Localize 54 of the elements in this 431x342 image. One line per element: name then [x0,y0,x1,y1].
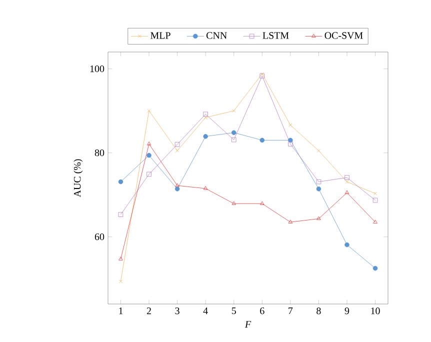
point [260,72,264,76]
x-tick-label: 5 [232,308,236,314]
x-tick-label: 6 [260,308,264,314]
point [288,220,293,224]
x-axis-title: F [244,321,252,328]
point [344,175,350,180]
x-tick-label: 7 [288,308,293,314]
x-tick-label: 9 [344,308,350,314]
x-tick-label: 8 [316,308,321,314]
point [146,142,152,146]
point [316,179,322,184]
x-tick-label: 3 [175,308,180,314]
point [288,142,293,146]
point [260,138,265,143]
x-tick-label: 10 [371,308,380,314]
point [146,152,152,158]
point [174,142,180,147]
point [231,137,236,142]
legend-label: LSTM [262,32,289,39]
point [176,148,180,152]
point [344,242,350,248]
point [260,74,265,78]
point [372,266,378,271]
point [232,109,236,113]
point [372,198,378,203]
legend-label: MLP [150,32,170,39]
point [232,201,236,205]
legend-label: OC-SVM [324,32,363,39]
point [147,109,151,113]
point [203,186,208,190]
point [118,179,124,184]
point [316,186,322,192]
point [231,130,236,136]
point [344,190,350,194]
point [316,216,321,220]
y-axis-title: AUC (%) [74,159,83,198]
point [203,134,208,139]
legend-label: CNN [206,32,227,39]
point [118,212,124,217]
y-tick-label: 60 [94,233,104,240]
y-tick-label: 100 [90,65,104,72]
point [174,186,180,192]
x-tick-label: 4 [203,308,208,314]
point [316,148,320,152]
point [146,172,152,177]
y-tick-label: 80 [94,149,104,156]
x-tick-label: 2 [146,308,151,314]
point [204,116,208,120]
point [345,180,349,184]
x-tick-label: 1 [119,308,123,314]
point [203,112,208,117]
point [288,123,292,127]
point [260,201,264,205]
point [175,183,180,187]
